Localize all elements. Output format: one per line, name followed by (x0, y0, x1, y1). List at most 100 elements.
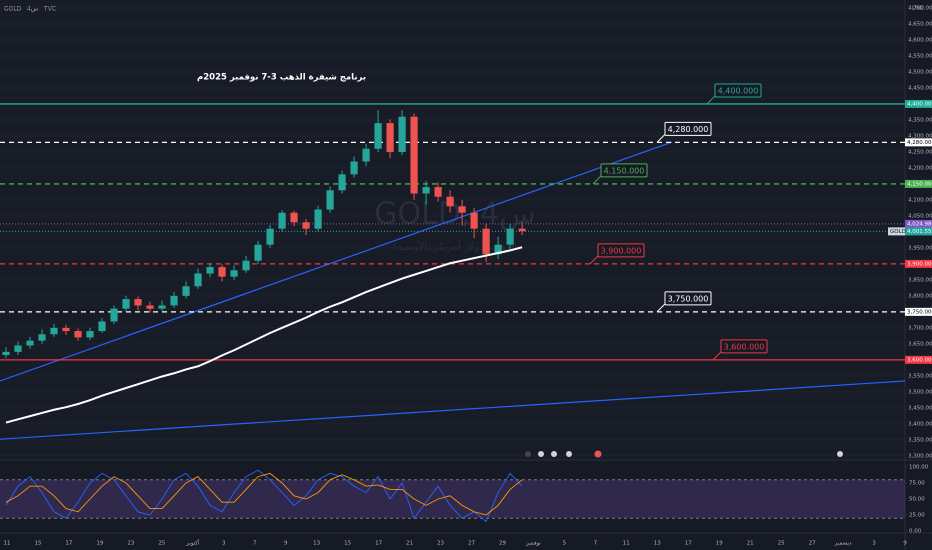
y-tick-label: 4,500.000 (908, 69, 932, 75)
candle-body (62, 327, 70, 332)
price-pane (0, 0, 905, 459)
y-tick-label: 3,850.000 (908, 277, 932, 283)
axis-tag-label: 3,900.000 (907, 261, 932, 267)
candle-body (398, 116, 406, 152)
candle-body (242, 260, 250, 271)
candle-body (458, 206, 466, 213)
level-connector (706, 95, 716, 105)
x-tick-label: 15 (34, 541, 41, 547)
level-label-box (597, 243, 645, 258)
y-tick-label: 3,400.000 (908, 421, 932, 427)
chart-title: برنامج شيفرة الذهب 3-7 نوفمبر 2025م (197, 73, 366, 83)
candle-body (122, 299, 130, 309)
trend-line (0, 380, 906, 440)
candle-body (482, 228, 490, 255)
y-tick-label: 4,550.000 (908, 53, 932, 59)
x-tick-label: 17 (375, 541, 382, 547)
level-label: 4,280.000 (668, 125, 709, 134)
x-tick-label: 25 (158, 541, 165, 547)
candle-body (506, 228, 514, 245)
x-tick-label: 13 (313, 541, 320, 547)
level-label-box (720, 339, 768, 354)
y-tick-label: 3,500.000 (908, 389, 932, 395)
candle-body (290, 212, 298, 223)
y-tick-label: 3,800.000 (908, 293, 932, 299)
x-tick-label: نوفمبر (525, 541, 541, 547)
x-tick-label: 25 (778, 541, 785, 547)
axis-tag-label: 3,750.000 (907, 309, 932, 315)
event-icon (837, 451, 843, 457)
x-tick-label: 5 (563, 541, 567, 547)
candle-body (38, 334, 46, 341)
symbol-tag: GOLD (890, 229, 906, 235)
candle-body (446, 196, 454, 207)
y-tick-label: 25.00 (909, 513, 925, 519)
x-tick-label: 27 (809, 541, 816, 547)
level-label: 4,150.000 (604, 166, 645, 175)
candle-body (146, 305, 154, 309)
x-tick-label: أكتوبر (185, 539, 200, 547)
candle-body (170, 295, 178, 306)
candle-body (302, 222, 310, 229)
candle-body (182, 286, 190, 296)
candle-body (338, 174, 346, 191)
y-tick-label: 4,300.000 (908, 133, 932, 139)
axis-tag (905, 99, 932, 108)
candle-body (254, 244, 262, 261)
level-label: 4,400.000 (718, 86, 759, 95)
x-tick-label: 19 (96, 541, 103, 547)
candle-body (158, 305, 166, 309)
event-icon (566, 451, 572, 457)
x-tick-label: ديسمبر (834, 541, 852, 547)
event-icon (594, 450, 602, 458)
y-tick-label: 50.00 (909, 497, 925, 503)
candle-body (518, 228, 526, 232)
candle-body (110, 308, 118, 322)
x-tick-label: 3 (222, 541, 226, 547)
oscillator-line (5, 472, 523, 516)
y-tick-label: 75.00 (909, 481, 925, 487)
x-tick-label: 21 (747, 541, 754, 547)
level-connector (656, 133, 666, 143)
candle-body (14, 345, 22, 352)
candle-body (230, 270, 238, 277)
y-tick-label: 3,300.000 (908, 453, 932, 459)
price-tag-box (905, 227, 932, 236)
symbol: GOLD · 4س · TVC (4, 6, 56, 13)
level-connector (589, 255, 599, 265)
candle-body (422, 187, 430, 194)
x-tick-label: 17 (65, 541, 72, 547)
price-tag-label: 4,001.555 (907, 229, 932, 235)
y-tick-label: 4,250.000 (908, 149, 932, 155)
candle-body (470, 212, 478, 229)
level-label-box (664, 121, 712, 136)
x-tick-label: 19 (716, 541, 723, 547)
x-tick-label: 11 (4, 541, 11, 547)
level-label: 3,600.000 (724, 342, 765, 351)
candle-body (314, 209, 322, 229)
x-tick-label: 27 (468, 541, 475, 547)
x-tick-label: 13 (654, 541, 661, 547)
currency: USD (912, 6, 924, 12)
level-connector (712, 351, 722, 361)
level-label: 3,900.000 (601, 246, 642, 255)
level-label-box (600, 163, 648, 178)
candle-body (26, 340, 34, 346)
y-tick-label: 3,350.000 (908, 437, 932, 443)
x-tick-label: 7 (253, 541, 257, 547)
axis-tag (905, 179, 932, 188)
y-tick-label: 4,600.000 (908, 37, 932, 43)
axis-tag (905, 355, 932, 364)
x-tick-label: 3 (872, 541, 876, 547)
level-label: 3,750.000 (668, 294, 709, 303)
candle-body (434, 187, 442, 197)
x-tick-label: 7 (594, 541, 598, 547)
candle-body (326, 190, 334, 210)
y-tick-label: 4,100.000 (908, 197, 932, 203)
x-tick-label: 17 (685, 541, 692, 547)
watermark: GOLD, 4س (374, 197, 535, 232)
x-tick-label: 21 (406, 541, 413, 547)
axis-tag (905, 138, 932, 147)
moving-average (5, 246, 523, 424)
